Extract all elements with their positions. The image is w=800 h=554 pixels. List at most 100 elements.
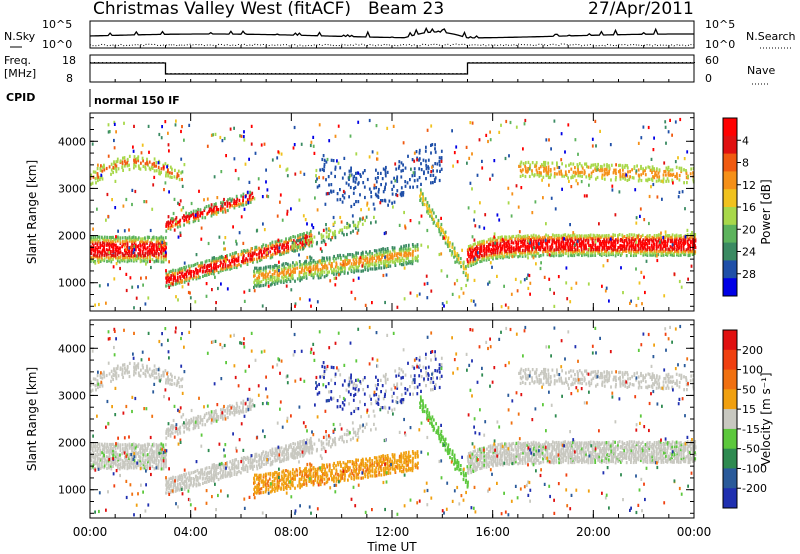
power-cell [279,193,282,197]
power-cell [668,248,671,252]
velocity-cell [117,456,119,460]
power-cell [591,144,594,148]
power-cell [530,238,533,242]
power-cell [356,231,359,235]
power-cell [598,250,601,254]
velocity-cell [91,453,94,457]
power-cell [374,267,376,271]
power-cell [181,184,184,188]
power-cell [485,252,488,256]
power-cell [365,262,367,266]
power-cell [265,265,267,269]
power-cell [178,202,181,207]
power-cell [177,235,180,239]
power-cell [299,279,301,283]
station-title: Christmas Valley West (fitACF) [93,0,351,19]
power-cell [112,235,114,239]
power-cell [144,167,147,171]
power-cell [596,165,599,170]
velocity-cell [96,379,99,383]
power-cell [317,270,319,274]
power-cell [103,259,106,263]
power-cell [351,265,354,269]
power-cell [147,124,150,128]
power-cell [252,253,254,257]
power-cell [133,124,135,128]
power-cell [402,191,405,195]
power-cell [614,178,617,182]
power-cell [112,250,114,254]
velocity-cell [169,490,172,494]
cpid-mode: normal 150 IF [94,94,180,107]
power-cell [215,301,217,305]
power-cell [683,157,686,161]
power-cell [606,165,608,169]
velocity-cell [180,473,183,478]
power-cell [621,239,624,244]
power-cell [393,176,395,180]
velocity-cell [210,475,213,479]
power-cell [355,152,358,156]
power-cell [196,268,199,273]
power-cell [550,247,553,251]
power-cell [333,232,336,236]
velocity-cell [97,442,99,446]
power-cell [292,247,295,251]
power-cell [578,234,581,238]
power-cell [547,168,550,172]
y-tick-label: 4000 [58,135,86,148]
power-cell [254,283,256,287]
power-cell [228,265,231,269]
power-cell [396,175,399,179]
power-cell [293,242,296,246]
power-cell [571,253,574,258]
power-cell [601,173,604,177]
power-cell [140,151,143,155]
power-cell [446,274,449,278]
power-cell [235,257,238,261]
power-cell [474,242,476,246]
power-cell [354,223,357,227]
power-cell [355,251,357,255]
power-cell [345,181,348,185]
power-cell [355,260,358,264]
velocity-cell [126,464,129,468]
power-cell [567,252,570,256]
power-cell [680,234,682,238]
power-cell [496,243,499,248]
power-cell [566,241,569,245]
power-cell [155,259,158,263]
velocity-cell [112,464,114,468]
colorbar-tick-label: 20 [742,223,756,236]
velocity-cell [176,382,179,386]
power-cell [573,174,576,178]
velocity-cell [179,486,182,490]
power-cell [355,176,357,180]
power-cell [355,256,358,260]
power-cell [141,250,144,254]
power-cell [274,242,277,246]
velocity-cell [133,369,135,374]
power-cell [621,233,624,237]
power-cell [101,250,104,254]
power-cell [654,254,657,258]
power-cell [429,173,432,178]
power-cell [602,264,605,268]
power-cell [306,231,308,235]
power-cell [183,163,186,167]
velocity-cell [110,375,113,379]
power-cell [194,262,197,267]
power-cell [684,235,687,239]
power-cell [685,176,688,180]
power-cell [583,253,586,257]
power-cell [265,168,267,172]
power-cell [662,249,665,253]
power-cell [310,304,312,308]
power-cell [528,235,531,240]
power-cell [115,256,117,260]
power-cell [465,265,467,269]
velocity-cell [106,466,108,470]
power-cell [387,263,390,267]
power-cell [353,187,355,191]
velocity-cell [158,378,160,383]
